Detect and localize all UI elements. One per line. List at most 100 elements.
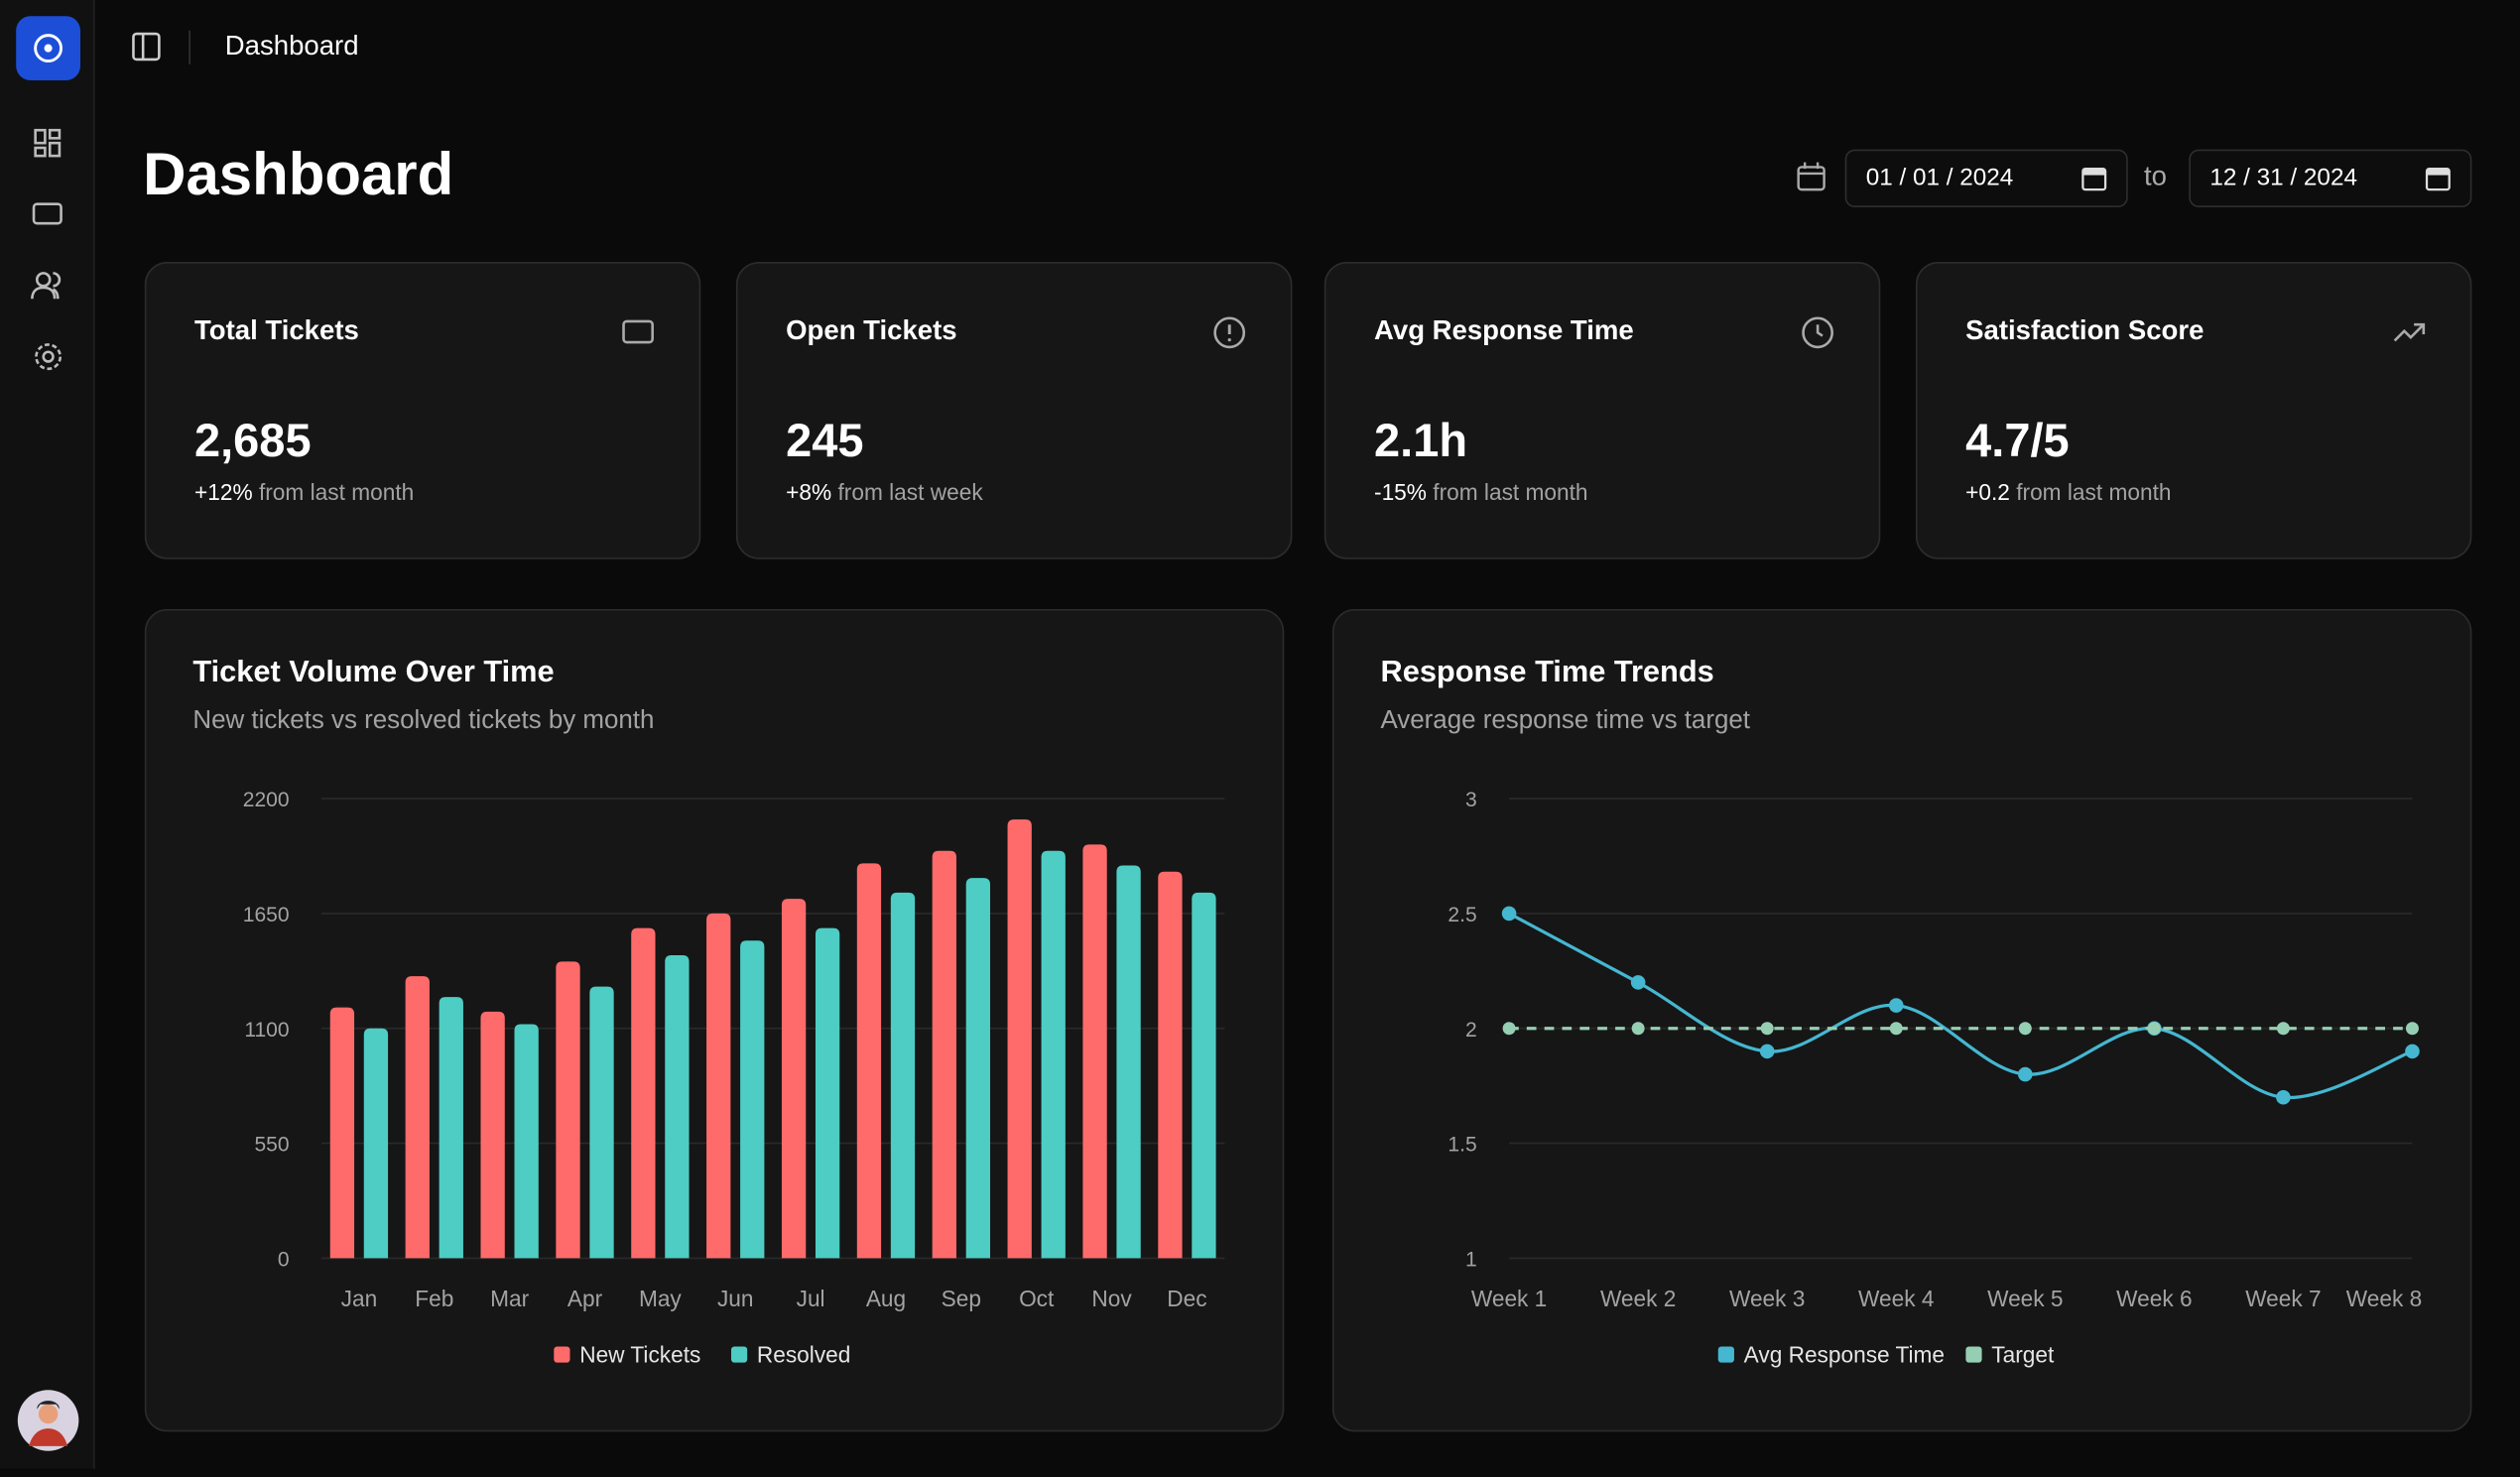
stat-change: -15% [1374,478,1427,505]
nav-tickets[interactable] [32,202,63,225]
x-tick-label: Week 7 [2245,1286,2321,1311]
bar [480,1011,505,1259]
bar [556,961,580,1259]
stat-subtext: +12% from last month [194,479,414,505]
bar [1116,865,1141,1259]
point [2018,1022,2032,1036]
sidebar-toggle[interactable] [129,29,209,67]
legend-swatch [554,1346,570,1363]
legend-label: Target [1991,1342,2055,1368]
stat-title: Open Tickets [786,314,957,346]
legend-swatch [730,1346,748,1363]
legend-label: Avg Response Time [1744,1342,1945,1368]
point [1889,1022,1903,1036]
y-tick-label: 2 [1465,1019,1477,1042]
stat-subtext: +8% from last week [786,479,983,505]
x-tick-label: Week 5 [1987,1286,2063,1311]
point [1888,998,1904,1013]
x-tick-label: Mar [490,1286,529,1311]
legend-swatch [1717,1346,1734,1363]
stat-card: Total Tickets 2,685 +12% from last month [144,262,701,559]
stat-note: from last month [1433,478,1588,505]
date-picker-icon[interactable] [2425,166,2451,191]
bar [363,1028,389,1259]
y-tick-label: 1 [1465,1248,1477,1271]
stat-card: Satisfaction Score 4.7/5 +0.2 from last … [1915,262,2472,559]
nav-dashboard[interactable] [34,128,62,158]
x-tick-label: Week 4 [1858,1286,1934,1311]
stat-title: Satisfaction Score [1965,314,2205,346]
stat-change: +0.2 [1965,478,2010,505]
bar [965,878,990,1259]
bar [890,892,916,1259]
bar [439,997,463,1259]
avatar-body [29,1428,68,1446]
bar [405,976,430,1259]
x-tick-label: Week 6 [2116,1286,2192,1311]
bar [1192,892,1216,1259]
point [1631,1022,1645,1036]
nav-users[interactable] [31,272,62,300]
bar [1007,819,1032,1259]
logo-dot [44,44,53,53]
stat-note: from last month [2016,478,2172,505]
bar [781,899,807,1259]
x-tick-label: Nov [1091,1286,1132,1311]
stat-change: +8% [786,478,832,505]
calendar-icon [1797,162,1826,191]
x-tick-label: Oct [1019,1286,1055,1311]
start-date-input[interactable]: 01 / 01 / 2024 [1844,149,2128,207]
stat-title: Avg Response Time [1374,314,1634,346]
legend-swatch [1965,1346,1982,1363]
stat-icon [622,319,654,344]
x-tick-label: Week 1 [1471,1286,1547,1311]
bar [589,986,614,1259]
x-tick-label: Dec [1167,1286,1206,1311]
x-tick-label: Jan [341,1286,378,1311]
bar [329,1007,355,1259]
x-tick-label: Aug [866,1286,906,1311]
x-tick-label: Feb [415,1286,453,1311]
chart-title: Ticket Volume Over Time [192,654,554,688]
point [2276,1089,2291,1105]
stat-value: 2.1h [1374,416,1468,468]
page-title: Dashboard [143,141,454,207]
bar [740,940,765,1259]
date-picker-icon[interactable] [2081,166,2107,191]
point [1630,975,1646,990]
avatar-hair [37,1401,60,1410]
end-date: 12 / 31 / 2024 [2209,164,2357,191]
x-tick-label: Week 2 [1600,1286,1676,1311]
stat-note: from last week [837,478,983,505]
bar [665,955,690,1259]
line [1508,912,2414,1099]
breadcrumb: Dashboard [224,30,359,62]
stat-change: +12% [194,478,253,505]
bar [631,927,656,1259]
point [2276,1022,2290,1036]
x-tick-label: Week 8 [2346,1286,2422,1311]
y-tick-label: 2200 [243,789,290,811]
chart-card [1331,608,2472,1432]
bar [1082,844,1107,1259]
stat-subtext: +0.2 from last month [1965,479,2171,505]
x-tick-label: Week 3 [1729,1286,1805,1311]
sidebar [0,0,95,1469]
x-tick-label: Jun [717,1286,754,1311]
bar [856,863,882,1259]
avatar-face [38,1404,59,1424]
y-tick-label: 2.5 [1448,904,1476,926]
y-tick-label: 0 [278,1248,290,1271]
chart-subtitle: New tickets vs resolved tickets by month [192,706,654,734]
logo-mark [34,34,63,63]
stat-card: Open Tickets 245 +8% from last week [735,262,1293,559]
x-tick-label: Sep [942,1286,981,1311]
bar [514,1024,539,1259]
end-date-input[interactable]: 12 / 31 / 2024 [2189,149,2472,207]
y-tick-label: 3 [1465,789,1477,811]
stat-note: from last month [258,478,415,505]
bar [1041,850,1066,1259]
nav-settings[interactable] [35,343,63,371]
